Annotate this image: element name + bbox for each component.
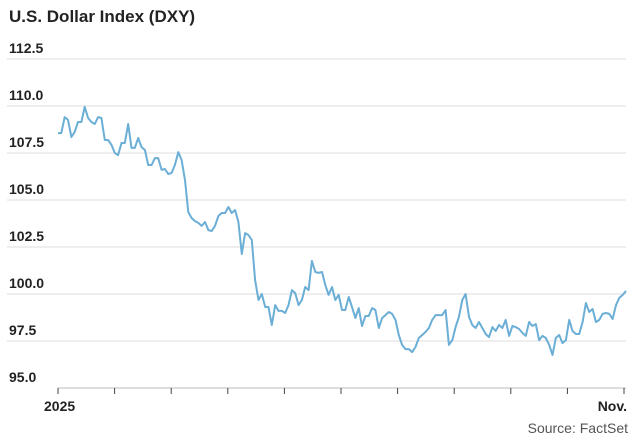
y-tick-label: 112.5 — [9, 40, 43, 56]
series-line-dxy — [58, 105, 627, 356]
y-tick-label: 110.0 — [9, 87, 43, 103]
chart-title: U.S. Dollar Index (DXY) — [9, 7, 196, 26]
x-start-label: 2025 — [44, 398, 75, 414]
y-tick-label: 107.5 — [9, 134, 44, 150]
source-note: Source: FactSet — [527, 420, 628, 436]
x-end-label: Nov. — [598, 398, 627, 414]
y-tick-label: 105.0 — [9, 181, 44, 197]
y-tick-label: 97.5 — [9, 322, 36, 338]
y-tick-label: 102.5 — [9, 228, 44, 244]
y-tick-label: 100.0 — [9, 275, 44, 291]
y-tick-label: 95.0 — [9, 369, 36, 385]
